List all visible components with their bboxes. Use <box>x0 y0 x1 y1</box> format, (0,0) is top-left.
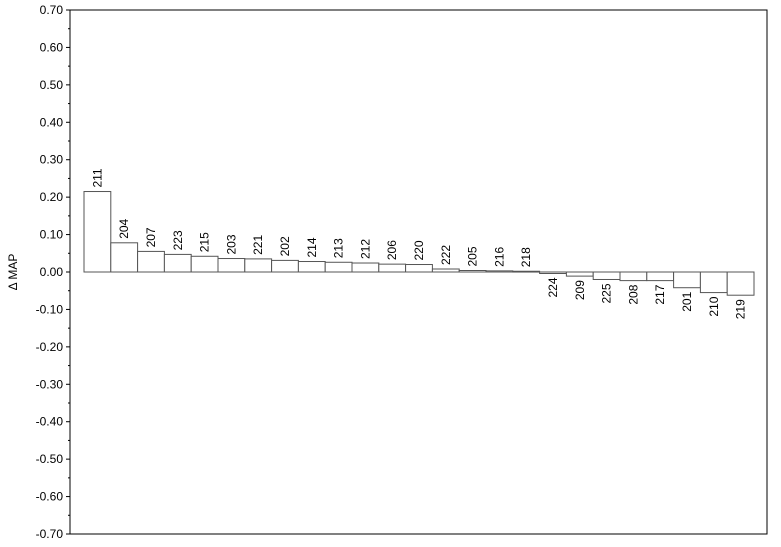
bar-201 <box>673 271 701 289</box>
bar-205 <box>458 270 487 273</box>
bar-label-208: 208 <box>626 284 640 304</box>
bar-label-222: 222 <box>439 245 453 265</box>
y-tick-label: -0.40 <box>36 415 64 429</box>
bar-label-216: 216 <box>492 247 506 267</box>
bar-label-204: 204 <box>117 218 131 238</box>
y-tick-label: 0.20 <box>40 190 64 204</box>
bar-210 <box>699 271 728 294</box>
bar-224 <box>539 271 567 274</box>
y-tick-label: 0.50 <box>40 78 64 92</box>
bar-211 <box>83 191 112 273</box>
bar-223 <box>163 253 192 273</box>
bar-label-210: 210 <box>707 296 721 316</box>
bar-label-201: 201 <box>680 291 694 311</box>
y-tick-label: 0.30 <box>40 153 64 167</box>
bar-label-207: 207 <box>144 227 158 247</box>
bar-label-219: 219 <box>734 299 748 319</box>
bar-219 <box>726 271 755 296</box>
bar-label-217: 217 <box>653 284 667 304</box>
y-tick-label: -0.20 <box>36 340 64 354</box>
bar-label-223: 223 <box>171 230 185 250</box>
bar-216 <box>485 270 514 273</box>
bar-labels-group: 211 204 207 223 215 203 221 202 214 213 212 206 220 2… <box>90 168 747 319</box>
bar-204 <box>110 242 139 273</box>
bar-label-209: 209 <box>573 280 587 300</box>
y-tick-label: 0.70 <box>40 3 64 17</box>
bar-220 <box>405 264 433 273</box>
bar-214 <box>297 261 326 273</box>
bar-222 <box>431 268 460 273</box>
bar-label-215: 215 <box>198 232 212 252</box>
bar-label-203: 203 <box>224 234 238 254</box>
y-tick-label: 0.10 <box>40 228 64 242</box>
bar-202 <box>271 259 299 273</box>
bar-label-213: 213 <box>332 238 346 258</box>
bar-225 <box>592 271 621 280</box>
bar-206 <box>378 263 407 273</box>
y-tick-label: 0.00 <box>40 265 64 279</box>
bar-label-206: 206 <box>385 240 399 260</box>
y-tick-label: -0.10 <box>36 302 64 316</box>
bar-208 <box>619 271 648 282</box>
bar-label-211: 211 <box>90 168 104 187</box>
y-tick-label: 0.40 <box>40 115 64 129</box>
bar-label-202: 202 <box>278 236 292 256</box>
y-tick-label: -0.30 <box>36 377 64 391</box>
bar-label-212: 212 <box>358 239 372 259</box>
bar-213 <box>324 261 353 273</box>
bar-label-205: 205 <box>466 246 480 266</box>
bar-label-224: 224 <box>546 277 560 297</box>
bar-217 <box>646 271 675 282</box>
bars-group <box>83 191 755 296</box>
bar-207 <box>137 250 165 273</box>
y-tick-label: -0.50 <box>36 452 64 466</box>
bar-221 <box>244 258 273 273</box>
bar-label-214: 214 <box>305 237 319 257</box>
bar-label-225: 225 <box>600 283 614 303</box>
y-tick-label: -0.60 <box>36 490 64 504</box>
bar-215 <box>190 255 219 273</box>
y-axis: 0.70 0.60 0.50 0.40 0.30 0.20 0.10 0.00 -0.10 -0.… <box>36 3 70 541</box>
bar-label-220: 220 <box>412 240 426 260</box>
bar-203 <box>217 258 246 273</box>
y-tick-label: 0.60 <box>40 40 64 54</box>
y-tick-label: -0.70 <box>36 527 64 541</box>
bar-209 <box>565 271 594 277</box>
bar-212 <box>351 262 380 273</box>
bar-label-221: 221 <box>251 235 265 255</box>
bar-label-218: 218 <box>519 247 533 267</box>
bar-218 <box>512 270 541 273</box>
y-axis-title: Δ MAP <box>6 254 20 291</box>
